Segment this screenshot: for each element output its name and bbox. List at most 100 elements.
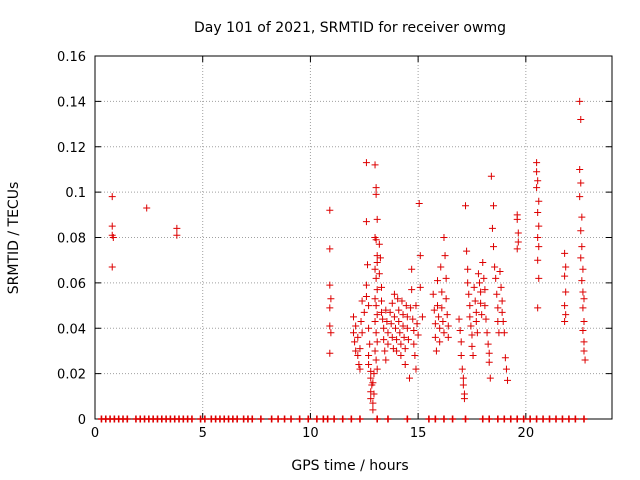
data-point xyxy=(434,302,442,310)
zero-data-point xyxy=(313,415,321,423)
data-point xyxy=(481,286,489,294)
data-point xyxy=(373,311,381,319)
data-point xyxy=(463,247,471,255)
y-tick-label: 0.16 xyxy=(57,50,86,65)
x-tick-label: 20 xyxy=(518,426,535,441)
y-axis: 0 0.02 0.04 0.06 0.08 0.1 0.12 0.14 0.16 xyxy=(57,50,612,428)
data-point xyxy=(501,354,509,362)
zero-data-point xyxy=(449,415,457,423)
data-point xyxy=(488,224,496,232)
data-point xyxy=(480,274,488,282)
data-point xyxy=(468,342,476,350)
data-point xyxy=(432,347,440,355)
zero-data-point xyxy=(440,415,448,423)
data-point xyxy=(386,308,394,316)
data-point xyxy=(173,231,181,239)
data-point xyxy=(395,306,403,314)
y-tick-label: 0.14 xyxy=(57,95,86,110)
zero-data-point xyxy=(248,415,256,423)
data-point xyxy=(352,322,360,330)
data-point xyxy=(354,333,362,341)
data-point xyxy=(493,290,501,298)
data-point xyxy=(369,406,377,414)
data-point xyxy=(458,365,466,373)
data-point xyxy=(440,234,448,241)
data-point xyxy=(514,229,522,237)
data-point xyxy=(384,329,392,337)
data-point xyxy=(369,379,377,387)
data-point xyxy=(580,295,588,303)
data-point xyxy=(372,236,380,244)
data-point xyxy=(533,159,541,167)
data-point xyxy=(561,302,569,310)
data-point xyxy=(579,265,587,273)
data-point xyxy=(416,283,424,291)
zero-data-point xyxy=(188,415,196,423)
data-point xyxy=(578,213,586,221)
data-points xyxy=(97,97,589,423)
zero-data-point xyxy=(546,415,554,423)
data-point xyxy=(576,97,584,105)
zero-data-point xyxy=(330,415,338,423)
data-point xyxy=(467,322,475,330)
y-axis-title: SRMTID / TECUs xyxy=(6,182,22,295)
data-point xyxy=(472,308,480,316)
zero-data-point xyxy=(347,415,355,423)
data-point xyxy=(431,333,439,341)
data-point xyxy=(402,302,410,310)
data-point xyxy=(438,304,446,312)
x-tick-label: 10 xyxy=(302,426,319,441)
data-point xyxy=(412,302,420,310)
zero-data-point xyxy=(571,415,579,423)
data-point xyxy=(474,270,482,278)
data-point xyxy=(388,299,396,307)
data-point xyxy=(471,297,479,305)
data-point xyxy=(535,274,543,282)
x-axis: 0 5 10 15 20 xyxy=(91,56,534,441)
y-tick-label: 0.06 xyxy=(57,277,86,292)
data-point xyxy=(561,272,569,280)
data-point xyxy=(372,274,380,282)
data-point xyxy=(370,370,378,378)
data-point xyxy=(561,317,569,325)
data-point xyxy=(364,261,372,269)
data-point xyxy=(466,313,474,321)
y-tick-label: 0.04 xyxy=(57,322,86,337)
data-point xyxy=(444,322,452,330)
data-point xyxy=(403,324,411,332)
data-point xyxy=(534,177,542,185)
data-point xyxy=(327,295,335,303)
zero-data-point xyxy=(462,415,470,423)
zero-data-point xyxy=(356,415,364,423)
x-tick-label: 15 xyxy=(410,426,427,441)
data-point xyxy=(485,349,493,357)
data-point xyxy=(481,302,489,310)
data-point xyxy=(108,193,116,201)
data-point xyxy=(581,356,589,364)
zero-data-point xyxy=(233,415,241,423)
y-tick-label: 0.12 xyxy=(57,141,86,156)
data-point xyxy=(382,356,390,364)
data-point xyxy=(370,390,378,398)
data-point xyxy=(465,290,473,298)
data-point xyxy=(473,329,481,337)
data-point xyxy=(401,345,409,353)
data-point xyxy=(494,304,502,312)
data-point xyxy=(350,313,357,321)
data-point xyxy=(561,249,569,257)
data-point xyxy=(562,311,570,319)
data-point xyxy=(326,206,334,214)
data-point xyxy=(437,263,445,271)
data-point xyxy=(373,365,381,373)
data-point xyxy=(411,351,419,359)
data-point xyxy=(407,304,415,312)
zero-data-point xyxy=(533,415,541,423)
data-point xyxy=(326,304,334,312)
data-point xyxy=(326,245,334,253)
data-point xyxy=(577,179,585,187)
data-point xyxy=(365,361,373,369)
data-point xyxy=(477,299,485,307)
data-point xyxy=(400,333,408,341)
